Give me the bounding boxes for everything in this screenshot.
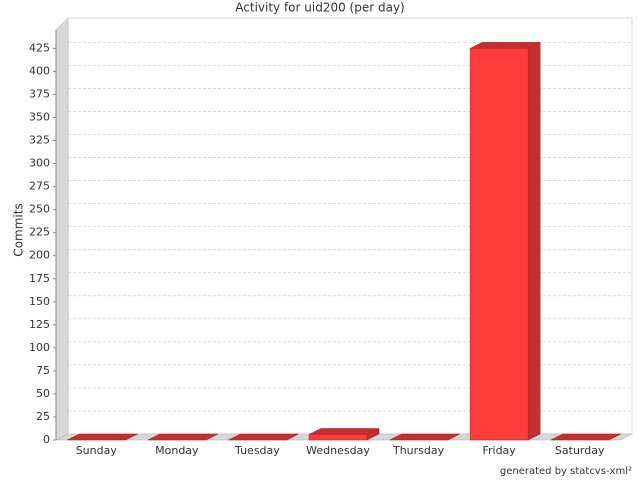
bar-front <box>308 434 368 441</box>
bar <box>67 433 138 441</box>
x-tick-label: Saturday <box>555 444 605 457</box>
bar-top <box>470 42 541 49</box>
x-tick-label: Wednesday <box>306 444 370 457</box>
x-tick-label: Tuesday <box>234 444 280 457</box>
x-tick-label: Thursday <box>392 444 445 457</box>
y-axis-label: Commits <box>12 203 26 256</box>
bar-top <box>147 433 218 441</box>
y-tick-label: 50 <box>36 387 50 400</box>
y-tick-label: 150 <box>29 295 50 308</box>
footer: generated by statcvs-xml² <box>500 466 632 477</box>
y-tick-label: 350 <box>29 111 50 124</box>
bar-top <box>389 433 460 441</box>
y-tick-label: 400 <box>29 64 50 77</box>
y-tick-label: 325 <box>29 134 50 147</box>
x-tick-label: Sunday <box>76 444 118 457</box>
bar <box>389 433 460 441</box>
bar <box>469 42 541 441</box>
bar <box>147 433 218 441</box>
x-tick-label: Friday <box>482 444 516 457</box>
y-tick-label: 0 <box>43 433 50 446</box>
y-tick-label: 300 <box>29 157 50 170</box>
bar-side <box>527 42 541 441</box>
bar-top <box>308 428 380 435</box>
y-tick-label: 100 <box>29 341 50 354</box>
x-tick-label: Monday <box>155 444 199 457</box>
bar-top <box>67 433 138 441</box>
bar-top <box>228 433 299 441</box>
y-tick-label: 175 <box>29 272 50 285</box>
y-tick-label: 75 <box>36 364 50 377</box>
chart-title: Activity for uid200 (per day) <box>235 1 404 15</box>
y-tick-label: 425 <box>29 41 50 54</box>
left-wall <box>55 17 69 441</box>
bar-top <box>550 433 621 441</box>
y-tick-label: 125 <box>29 318 50 331</box>
y-tick-label: 200 <box>29 249 50 262</box>
y-tick-label: 375 <box>29 87 50 100</box>
y-tick-label: 275 <box>29 180 50 193</box>
y-tick-label: 225 <box>29 226 50 239</box>
y-tick-label: 25 <box>36 410 50 423</box>
bar-front <box>469 48 529 441</box>
y-tick-label: 250 <box>29 203 50 216</box>
bar <box>228 433 299 441</box>
bar <box>308 428 380 441</box>
back-wall <box>67 17 633 435</box>
bar <box>550 433 621 441</box>
